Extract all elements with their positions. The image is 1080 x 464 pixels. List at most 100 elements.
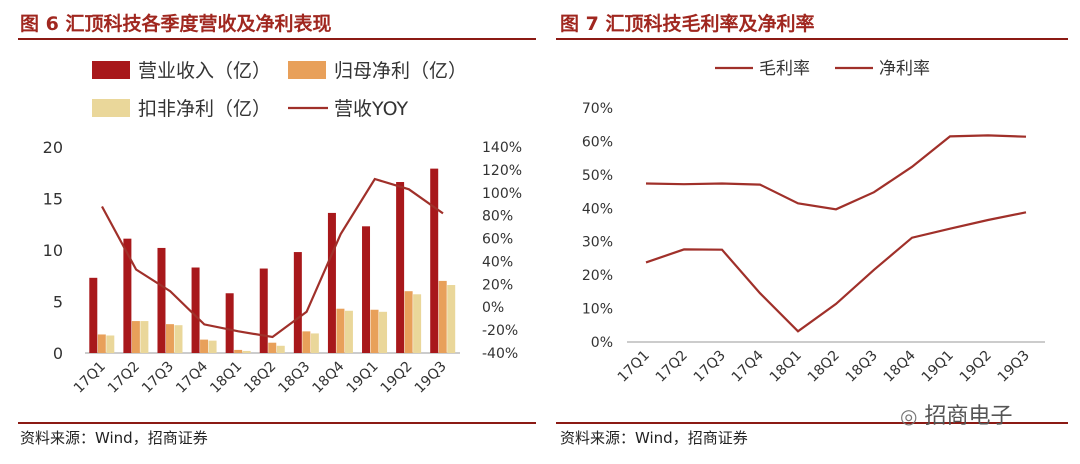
x-axis-tick-label: 17Q2 — [653, 348, 691, 386]
x-axis-tick-label: 19Q1 — [919, 348, 957, 386]
left-source-note: 资料来源：Wind，招商证券 — [20, 429, 208, 447]
x-axis-tick-label: 19Q3 — [995, 348, 1033, 386]
right-axis-tick-label: 0% — [482, 300, 504, 316]
wechat-icon: ◎ — [900, 404, 918, 428]
bar-parent-net — [438, 280, 447, 353]
x-axis-tick-label: 18Q2 — [241, 359, 279, 397]
right-footer-rule — [556, 422, 1068, 424]
bar-parent-net — [97, 334, 106, 353]
bar-revenue — [259, 268, 268, 353]
x-axis-tick-label: 17Q1 — [71, 359, 109, 397]
y-axis-tick-label: 70% — [582, 101, 613, 117]
bar-deducted-net — [344, 310, 353, 353]
bar-parent-net — [370, 309, 379, 353]
yoy-line — [101, 177, 444, 339]
right-axis-tick-label: 140% — [482, 140, 522, 156]
y-axis-tick-label: 40% — [582, 201, 613, 217]
x-axis-tick-label: 19Q2 — [957, 348, 995, 386]
x-axis-tick-label: 19Q3 — [412, 359, 450, 397]
right-title-rule — [556, 38, 1068, 40]
x-axis-tick-label: 19Q1 — [344, 359, 382, 397]
x-axis-tick-label: 17Q3 — [139, 359, 177, 397]
legend-label: 毛利率 — [759, 59, 810, 79]
right-axis-tick-label: 120% — [482, 163, 522, 179]
bar-deducted-net — [174, 325, 183, 353]
legend-label: 营业收入（亿） — [138, 60, 271, 82]
right-axis-tick-label: 60% — [482, 232, 513, 248]
bar-revenue — [89, 277, 98, 353]
legend-label: 净利率 — [879, 59, 930, 79]
gross-margin-line — [645, 134, 1027, 211]
x-axis-tick-label: 19Q2 — [378, 359, 416, 397]
right-axis-tick-label: 80% — [482, 209, 513, 225]
bar-deducted-net — [208, 340, 217, 353]
left-axis-tick-label: 10 — [43, 241, 63, 260]
bar-deducted-net — [413, 294, 422, 353]
left-axis-tick-label: 0 — [53, 344, 63, 363]
bar-deducted-net — [106, 335, 115, 353]
bar-parent-net — [404, 291, 413, 353]
right-axis-tick-label: 20% — [482, 277, 513, 293]
bar-revenue — [157, 247, 166, 353]
x-axis-tick-label: 18Q3 — [275, 359, 313, 397]
right-axis-tick-label: -20% — [482, 323, 518, 339]
bar-deducted-net — [447, 285, 456, 353]
left-axis-tick-label: 15 — [43, 190, 63, 209]
x-axis-tick-label: 18Q4 — [310, 358, 348, 396]
bar-parent-net — [131, 321, 140, 353]
x-axis-tick-label: 18Q4 — [881, 347, 919, 385]
bar-revenue — [293, 252, 302, 353]
left-chart: 0 5 10 15 20 -40% -20% 0% 20% 40% 60% 80% 100% 120% 14… — [43, 60, 522, 397]
legend-swatch — [92, 61, 130, 79]
x-axis-tick-label: 18Q1 — [207, 359, 245, 397]
bar-revenue — [123, 238, 132, 353]
y-axis-tick-label: 50% — [582, 168, 613, 184]
bar-revenue — [191, 267, 200, 353]
bar-parent-net — [234, 349, 243, 353]
net-margin-line — [645, 211, 1027, 333]
bar-revenue — [396, 182, 405, 353]
bar-revenue — [327, 212, 336, 353]
y-axis-tick-label: 20% — [582, 268, 613, 284]
left-footer-rule — [18, 422, 536, 424]
y-axis-tick-label: 0% — [591, 335, 613, 351]
x-axis-tick-label: 17Q2 — [105, 359, 143, 397]
x-axis-tick-label: 18Q3 — [843, 348, 881, 386]
left-axis-tick-label: 20 — [43, 138, 63, 157]
legend-swatch — [288, 61, 326, 79]
bar-deducted-net — [379, 311, 388, 353]
y-axis-tick-label: 10% — [582, 302, 613, 318]
x-axis-tick-label: 17Q4 — [729, 347, 767, 385]
bar-parent-net — [268, 342, 277, 353]
watermark: ◎ 招商电子 — [900, 398, 1012, 430]
right-chart: 0%10%20%30%40%50%60%70%17Q1 17Q2 17Q3 17Q4 1… — [582, 59, 1045, 386]
bar-revenue — [225, 293, 234, 353]
bar-deducted-net — [140, 321, 149, 353]
left-title-rule — [18, 38, 536, 40]
left-figure-title: 图 6 汇顶科技各季度营收及净利表现 — [20, 13, 332, 35]
bar-parent-net — [302, 331, 311, 353]
legend-label: 营收YOY — [334, 98, 408, 120]
left-axis-tick-label: 5 — [53, 293, 63, 312]
bar-deducted-net — [310, 333, 319, 353]
right-figure-title: 图 7 汇顶科技毛利率及净利率 — [560, 13, 815, 35]
x-axis-tick-label: 18Q1 — [767, 348, 805, 386]
right-axis-tick-label: -40% — [482, 346, 518, 362]
right-axis-tick-label: 40% — [482, 254, 513, 270]
x-axis-tick-label: 17Q4 — [173, 358, 211, 396]
bar-parent-net — [165, 324, 174, 353]
x-axis-tick-label: 17Q1 — [615, 348, 653, 386]
bar-deducted-net — [276, 345, 285, 353]
bar-revenue — [362, 226, 371, 353]
legend-swatch — [92, 99, 130, 117]
bar-revenue — [430, 168, 439, 353]
legend-label: 归母净利（亿） — [334, 60, 467, 82]
x-axis-tick-label: 18Q2 — [805, 348, 843, 386]
bar-parent-net — [336, 308, 345, 353]
right-axis-tick-label: 100% — [482, 186, 522, 202]
bar-deducted-net — [242, 350, 251, 353]
bar-parent-net — [200, 339, 209, 353]
y-axis-tick-label: 60% — [582, 134, 613, 150]
watermark-text: 招商电子 — [924, 404, 1013, 429]
legend-label: 扣非净利（亿） — [138, 98, 271, 120]
